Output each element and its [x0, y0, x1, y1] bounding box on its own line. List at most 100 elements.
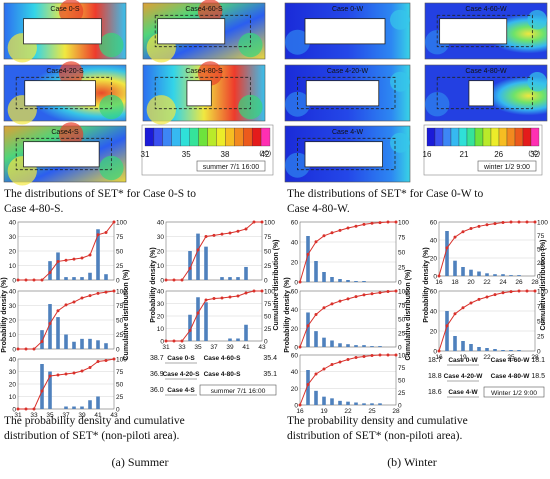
- cumulative-point: [244, 291, 248, 295]
- x-tick-label: 28: [531, 279, 539, 286]
- contour-case-label: Case4-S: [51, 129, 79, 136]
- cumulative-point: [112, 357, 116, 361]
- y-tick-label: 20: [157, 314, 165, 321]
- cumulative-point: [40, 278, 44, 282]
- prob-chart: 0 10 20 30 40 0 25 50 75 100: [9, 220, 127, 285]
- y2-tick-label: 0: [116, 347, 120, 354]
- density-bar: [80, 406, 84, 409]
- cumulative-point: [172, 339, 176, 343]
- contour-panel: Case4-S: [3, 122, 127, 186]
- y-tick-label: 0: [12, 407, 16, 414]
- piloti-outline: [15, 137, 112, 171]
- x-tick-label: 22: [483, 279, 491, 286]
- cumulative-point: [252, 220, 256, 224]
- contour-panel: Case4-20-S: [3, 61, 127, 125]
- y-tick-label: 20: [291, 260, 299, 267]
- y-tick-label: 0: [433, 274, 437, 281]
- y-tick-label: 40: [291, 369, 299, 376]
- density-bar: [228, 338, 232, 341]
- cumulative-point: [469, 226, 473, 230]
- summer-prob-caption-line2: distribution of SET* (non-piloti area).: [4, 430, 179, 442]
- cumulative-point: [445, 324, 449, 328]
- colorbar-swatch: [260, 127, 271, 147]
- y-tick-label: 0: [12, 347, 16, 354]
- density-bar: [64, 334, 68, 349]
- cumulative-point: [322, 306, 326, 310]
- cumulative-point: [354, 224, 358, 228]
- cumulative-point: [72, 257, 76, 261]
- contour-panel: Case 0-W: [284, 2, 411, 60]
- cumulative-point: [32, 407, 36, 411]
- contour-region: [99, 32, 124, 58]
- prob-chart: 0 20 40 60 0 25 50 75 100: [291, 220, 409, 287]
- y2-tick-label: 0: [537, 349, 541, 356]
- density-bar: [378, 403, 382, 405]
- y2-tick-label: 25: [264, 326, 272, 333]
- cumulative-point: [56, 309, 60, 313]
- mean-value-right: 18.1: [531, 357, 545, 364]
- colorbar-swatch: [189, 127, 199, 147]
- density-bar: [362, 281, 366, 282]
- cumulative-point: [314, 240, 318, 244]
- cumulative-point: [16, 347, 20, 351]
- cumulative-point: [72, 371, 76, 375]
- cumulative-point: [338, 228, 342, 232]
- cumulative-point: [64, 258, 68, 262]
- density-bar: [64, 277, 68, 280]
- cumulative-point: [485, 295, 489, 299]
- mean-value-left: 36.0: [150, 387, 164, 394]
- case-summary-labels: 38.7 36.9 36.0 Case 0-S Case 4-20-S Case 4-S C…: [150, 355, 545, 398]
- density-bar: [370, 403, 374, 405]
- cumulative-point: [485, 223, 489, 227]
- cumulative-point: [212, 233, 216, 237]
- x-tick-label: 19: [459, 354, 467, 361]
- density-bar: [509, 275, 513, 276]
- contour-panel: Case4-60-S: [142, 0, 266, 63]
- y2-tick-label: 100: [264, 220, 275, 227]
- contour-panel: Case 4-W: [284, 125, 411, 183]
- contour-region: [390, 9, 410, 30]
- summer-contour-panels: Case 0-S Case4-60-S Case4-20-S Case4-80-S Ca…: [3, 0, 266, 186]
- density-bar: [96, 396, 100, 409]
- cumulative-point: [477, 297, 481, 301]
- cumulative-point: [72, 300, 76, 304]
- prob-chart: 0 10 20 30 40 0 25 50 75 100: [157, 220, 275, 285]
- contour-panel: Case 4-20-W: [284, 64, 411, 122]
- x-tick-label: 33: [178, 344, 186, 351]
- x-tick-label: 41: [94, 412, 102, 419]
- cumulative-point: [164, 339, 168, 343]
- winter-contour-caption-line2: Case 4-80-W.: [287, 203, 350, 215]
- density-bar: [501, 274, 505, 276]
- cumulative-point: [236, 229, 240, 233]
- case-label-right: Case 4-60-S: [204, 355, 242, 362]
- cumulative-point: [370, 354, 374, 357]
- cumulative-point: [346, 358, 350, 361]
- colorbar-caption-box: [477, 160, 537, 172]
- x-tick-label: 20: [467, 279, 475, 286]
- y-tick-label: 0: [160, 278, 164, 285]
- density-bar: [204, 302, 208, 341]
- mean-value-left: 18.6: [428, 389, 442, 396]
- cumulative-point: [322, 234, 326, 238]
- mean-value-left: 18.8: [428, 373, 442, 380]
- y-tick-label: 10: [9, 332, 17, 339]
- building-footprint: [23, 18, 103, 45]
- density-bar: [88, 338, 92, 349]
- density-bar: [306, 236, 310, 282]
- colorbar-swatch: [251, 127, 262, 147]
- cumulative-point: [104, 359, 108, 362]
- colorbar-caption: winter 1/2 9:00: [483, 164, 530, 171]
- cumulative-point: [24, 407, 28, 411]
- contour-region: [527, 10, 547, 30]
- density-bar: [346, 401, 350, 405]
- cumulative-point: [180, 278, 184, 282]
- cumulative-point: [461, 230, 465, 234]
- density-bar: [330, 277, 334, 282]
- density-bar: [517, 275, 521, 276]
- y-tick-label: 20: [430, 256, 438, 263]
- y-tick-label: 30: [9, 369, 17, 376]
- colorbar-tick-label: 31: [141, 150, 150, 159]
- cumulative-point: [252, 289, 256, 293]
- colorbar-swatch: [530, 127, 540, 147]
- cumulative-point: [188, 329, 192, 332]
